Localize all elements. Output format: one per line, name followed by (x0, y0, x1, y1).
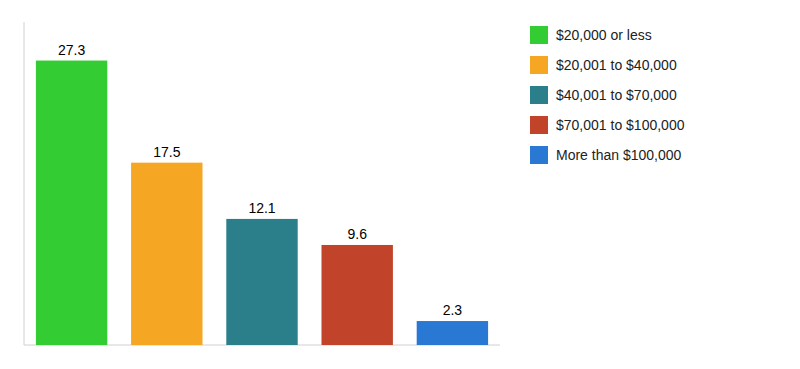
bar (417, 321, 488, 345)
data-label: 27.3 (58, 42, 85, 58)
chart: 27.3 17.5 12.1 9.6 2.3 $20,000 or less $20,001… (0, 0, 800, 369)
legend-label: $70,001 to $100,000 (556, 117, 685, 133)
legend-swatch (530, 56, 548, 74)
axes (24, 22, 500, 345)
bars (36, 61, 488, 345)
legend-swatch (530, 146, 548, 164)
legend-label: $40,001 to $70,000 (556, 87, 677, 103)
legend-swatch (530, 116, 548, 134)
bar (131, 163, 202, 345)
data-label: 2.3 (443, 302, 463, 318)
y-axis-line (24, 22, 25, 345)
legend-label: $20,000 or less (556, 27, 652, 43)
bar (226, 219, 297, 345)
legend-swatch (530, 26, 548, 44)
legend-label: $20,001 to $40,000 (556, 57, 677, 73)
chart-container: 27.3 17.5 12.1 9.6 2.3 $20,000 or less $20,001… (0, 0, 800, 369)
legend-swatch (530, 86, 548, 104)
bar (36, 61, 107, 345)
data-label: 9.6 (347, 226, 367, 242)
data-label: 12.1 (248, 200, 275, 216)
data-label: 17.5 (153, 144, 180, 160)
legend: $20,000 or less $20,001 to $40,000 $40,001… (530, 26, 685, 164)
bar (322, 245, 393, 345)
data-labels: 27.3 17.5 12.1 9.6 2.3 (58, 42, 462, 318)
legend-label: More than $100,000 (556, 147, 682, 163)
